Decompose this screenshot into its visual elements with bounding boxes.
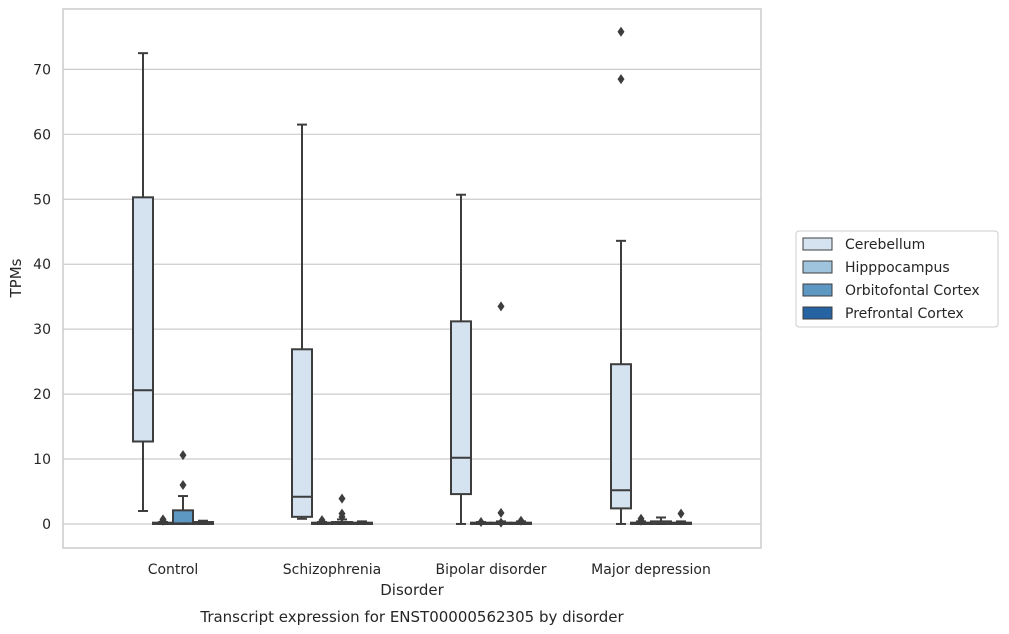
outlier-point xyxy=(637,515,645,526)
x-tick-label: Major depression xyxy=(591,562,711,578)
legend-label: Orbitofontal Cortex xyxy=(845,283,980,299)
box-group xyxy=(510,515,532,526)
box-plots xyxy=(132,26,692,528)
legend-swatch xyxy=(802,283,833,297)
y-tick-label: 60 xyxy=(33,127,51,143)
outlier-point xyxy=(338,493,346,504)
box-group xyxy=(670,508,692,525)
box-group xyxy=(192,519,214,525)
y-tick-label: 30 xyxy=(33,322,51,338)
box-group xyxy=(630,513,652,526)
y-tick-label: 10 xyxy=(33,452,51,468)
box xyxy=(132,196,154,443)
legend-swatch xyxy=(802,306,833,320)
y-tick-labels: 0 10 20 30 40 50 60 70 xyxy=(33,62,51,533)
outlier-point xyxy=(179,480,187,491)
legend-items: Cerebellum Hipppocampus Orbitofontal Corte… xyxy=(802,237,980,322)
legend-swatch xyxy=(802,260,833,274)
box xyxy=(610,363,632,510)
legend-label: Cerebellum xyxy=(845,237,925,253)
y-axis-title: TPMs xyxy=(7,258,25,298)
y-tick-label: 40 xyxy=(33,257,51,273)
outlier-point xyxy=(517,515,525,526)
outlier-point xyxy=(318,515,326,526)
box-group xyxy=(132,52,154,512)
x-tick-label: Bipolar disorder xyxy=(435,562,546,578)
y-tick-label: 0 xyxy=(42,517,51,533)
legend-label: Prefrontal Cortex xyxy=(845,306,964,322)
y-tick-label: 50 xyxy=(33,192,51,208)
box xyxy=(450,320,472,496)
outlier-point xyxy=(497,301,505,312)
box-group xyxy=(152,514,174,526)
x-tick-labels: Control Schizophrenia Bipolar disorder Majo… xyxy=(148,562,711,578)
outlier-point xyxy=(617,74,625,85)
legend-swatch xyxy=(802,237,833,251)
box-group xyxy=(311,515,333,526)
y-tick-label: 20 xyxy=(33,387,51,403)
y-tick-label: 70 xyxy=(33,62,51,78)
box-group xyxy=(291,123,313,520)
outlier-point xyxy=(617,26,625,37)
outlier-point xyxy=(497,507,505,518)
chart-caption: Transcript expression for ENST0000056230… xyxy=(199,608,624,626)
x-tick-label: Schizophrenia xyxy=(283,562,381,578)
box xyxy=(291,348,313,518)
x-tick-label: Control xyxy=(148,562,199,578)
legend: Cerebellum Hipppocampus Orbitofontal Corte… xyxy=(795,230,999,328)
outlier-point xyxy=(338,508,346,519)
outlier-point xyxy=(677,508,685,519)
box-group xyxy=(450,193,472,525)
box-group xyxy=(172,450,194,525)
outlier-point xyxy=(159,514,167,525)
x-axis-title: Disorder xyxy=(380,581,444,599)
outlier-point xyxy=(179,450,187,461)
box-group xyxy=(610,26,632,525)
box-group xyxy=(470,517,492,528)
outlier-point xyxy=(477,517,485,528)
box-group xyxy=(650,516,672,525)
legend-frame xyxy=(795,230,999,328)
box-group xyxy=(490,301,512,528)
grid-lines xyxy=(63,68,761,525)
legend-label: Hipppocampus xyxy=(845,260,950,276)
plot-frame xyxy=(62,8,762,549)
box-group xyxy=(331,493,353,525)
box-group xyxy=(351,520,373,525)
outlier-point xyxy=(497,517,505,528)
box xyxy=(172,509,194,525)
